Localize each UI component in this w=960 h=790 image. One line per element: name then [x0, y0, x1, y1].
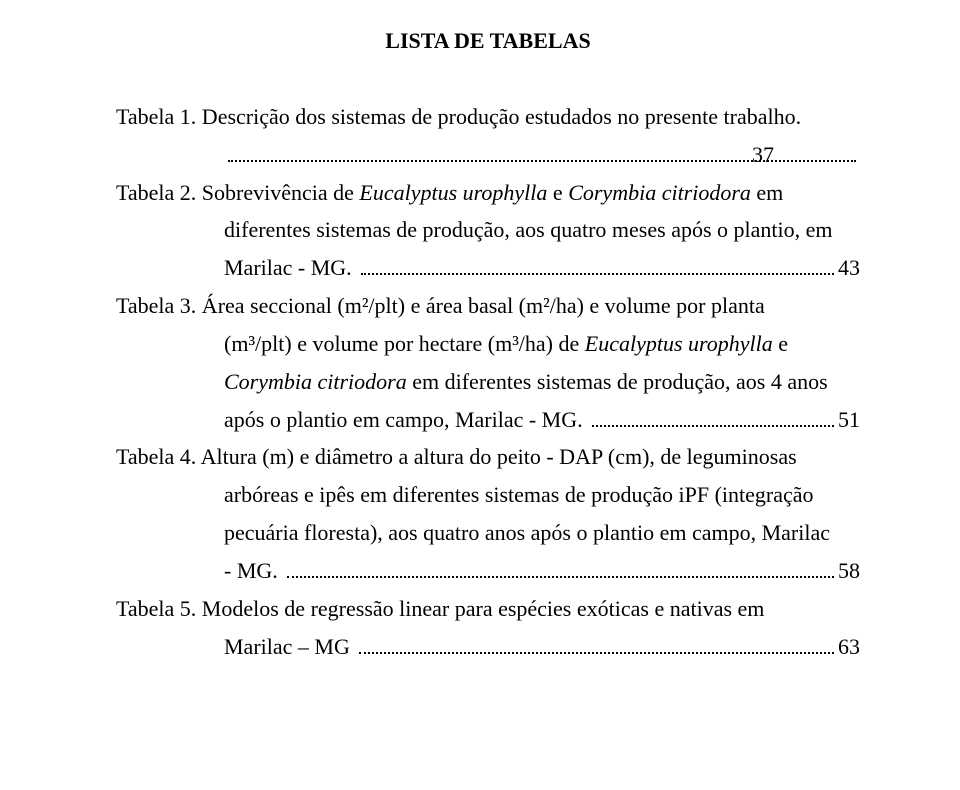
- entry-text: Tabela 4. Altura (m) e diâmetro a altura…: [224, 438, 860, 476]
- page-number: 58: [838, 552, 860, 590]
- entry-text: Tabela 1. Descrição dos sistemas de prod…: [224, 98, 860, 136]
- page-title: LISTA DE TABELAS: [116, 28, 860, 54]
- entry-text: Corymbia citriodora em diferentes sistem…: [224, 363, 860, 401]
- page-container: LISTA DE TABELAS Tabela 1. Descrição dos…: [0, 0, 960, 665]
- leader-before: - MG.: [224, 552, 283, 590]
- leader-before: Marilac - MG.: [224, 249, 357, 287]
- page-number: 63: [838, 628, 860, 666]
- toc-entry: Tabela 4. Altura (m) e diâmetro a altura…: [116, 438, 860, 589]
- toc-entry: Tabela 5. Modelos de regressão linear pa…: [116, 590, 860, 666]
- leader-row: após o plantio em campo, Marilac - MG. 5…: [224, 401, 860, 439]
- leader-before: após o plantio em campo, Marilac - MG.: [224, 401, 588, 439]
- leader-dots: [361, 256, 834, 276]
- entry-text: arbóreas e ipês em diferentes sistemas d…: [224, 476, 860, 514]
- entries-list: Tabela 1. Descrição dos sistemas de prod…: [116, 98, 860, 665]
- leader-dots: [287, 558, 834, 578]
- leader-dots: [359, 634, 834, 654]
- entry-text: Tabela 3. Área seccional (m²/plt) e área…: [224, 287, 860, 325]
- entry-text: Tabela 5. Modelos de regressão linear pa…: [224, 590, 860, 628]
- leader-row: 37: [224, 136, 860, 174]
- entry-text: pecuária floresta), aos quatro anos após…: [224, 514, 860, 552]
- entry-text: Tabela 2. Sobrevivência de Eucalyptus ur…: [224, 174, 860, 212]
- toc-entry: Tabela 2. Sobrevivência de Eucalyptus ur…: [116, 174, 860, 287]
- leader-row: Marilac – MG 63: [224, 628, 860, 666]
- toc-entry: Tabela 1. Descrição dos sistemas de prod…: [116, 98, 860, 174]
- leader-row: - MG. 58: [224, 552, 860, 590]
- page-number: 43: [838, 249, 860, 287]
- page-number: 51: [838, 401, 860, 439]
- leader-row: Marilac - MG. 43: [224, 249, 860, 287]
- leader-dots: [592, 407, 834, 427]
- entry-text: diferentes sistemas de produção, aos qua…: [224, 211, 860, 249]
- entry-text: (m³/plt) e volume por hectare (m³/ha) de…: [224, 325, 860, 363]
- toc-entry: Tabela 3. Área seccional (m²/plt) e área…: [116, 287, 860, 438]
- leader-before: Marilac – MG: [224, 628, 355, 666]
